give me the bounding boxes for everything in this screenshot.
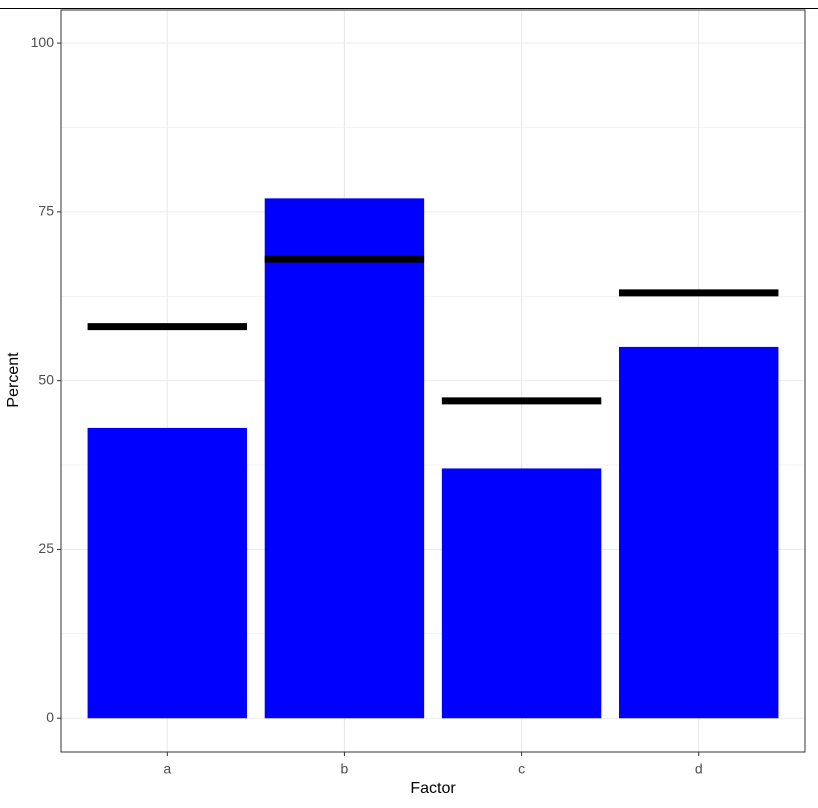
x-tick-label: a [163,761,171,777]
x-tick-label: b [341,761,349,777]
bar [441,468,602,719]
bar [264,198,425,719]
y-tick-label: 25 [38,540,54,556]
x-tick-label: c [518,761,525,777]
y-tick-label: 75 [38,203,54,219]
y-axis-title: Percent [5,352,22,408]
bar [87,427,247,719]
y-tick-label: 50 [38,371,54,387]
y-tick-label: 100 [31,34,55,50]
x-axis-title: Factor [410,780,456,797]
plot-area [61,10,805,752]
x-tick-label: d [695,761,703,777]
bar [619,346,779,719]
y-tick-label: 0 [46,709,54,725]
